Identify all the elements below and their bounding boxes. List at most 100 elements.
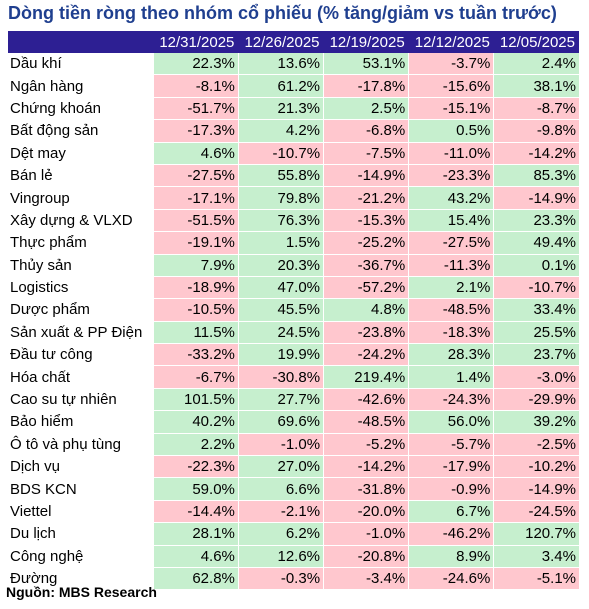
value-cell: 28.3% bbox=[408, 343, 494, 367]
value-cell: 0.1% bbox=[493, 254, 579, 277]
header-row: 12/31/2025 12/26/2025 12/19/2025 12/12/2… bbox=[8, 31, 579, 53]
value-cell: -9.8% bbox=[493, 119, 579, 143]
value-cell: 1.4% bbox=[408, 365, 494, 389]
value-cell: -14.9% bbox=[493, 477, 579, 501]
row-label: Đường bbox=[10, 570, 58, 588]
value-cell: 4.6% bbox=[152, 142, 239, 165]
value-cell: 3.4% bbox=[493, 545, 579, 568]
value-cell: -31.8% bbox=[323, 477, 409, 501]
value-cell: -6.7% bbox=[152, 365, 239, 389]
value-cell: -17.3% bbox=[152, 119, 239, 143]
value-cell: -1.0% bbox=[323, 522, 409, 546]
row-label: Vingroup bbox=[10, 189, 70, 207]
value-cell: -10.7% bbox=[237, 142, 324, 165]
value-cell: -1.0% bbox=[237, 433, 324, 457]
table-row: Thủy sản 7.9% 20.3% -36.7% -11.3% 0.1% bbox=[8, 254, 579, 277]
row-label: Dịch vụ bbox=[10, 458, 61, 476]
value-cell: 85.3% bbox=[493, 164, 579, 188]
value-cell: -15.3% bbox=[323, 209, 409, 233]
value-cell: 23.3% bbox=[493, 209, 579, 233]
value-cell: 79.8% bbox=[237, 186, 324, 210]
value-cell: -10.2% bbox=[493, 455, 579, 479]
value-cell: 0.5% bbox=[408, 119, 494, 143]
value-cell: -19.1% bbox=[152, 231, 239, 255]
value-cell: -5.1% bbox=[493, 567, 579, 591]
value-cell: -23.3% bbox=[408, 164, 494, 188]
value-cell: 2.1% bbox=[408, 276, 494, 300]
value-cell: 120.7% bbox=[493, 522, 579, 546]
value-cell: 33.4% bbox=[493, 298, 579, 322]
row-label: Dược phẩm bbox=[10, 301, 90, 319]
row-label: Logistics bbox=[10, 279, 69, 297]
value-cell: 39.2% bbox=[493, 410, 579, 434]
value-cell: -14.9% bbox=[323, 164, 409, 188]
column-header: 12/19/2025 bbox=[323, 31, 409, 53]
value-cell: -24.5% bbox=[493, 500, 579, 524]
value-cell: 47.0% bbox=[237, 276, 324, 300]
value-cell: -7.5% bbox=[323, 142, 409, 165]
row-label: Du lịch bbox=[10, 525, 56, 543]
value-cell: -30.8% bbox=[237, 365, 324, 389]
value-cell: 4.2% bbox=[237, 119, 324, 143]
row-label: Thủy sản bbox=[10, 256, 72, 274]
value-cell: -6.8% bbox=[323, 119, 409, 143]
table-row: Logistics -18.9% 47.0% -57.2% 2.1% -10.7% bbox=[8, 276, 579, 300]
value-cell: 6.7% bbox=[408, 500, 494, 524]
value-cell: 23.7% bbox=[493, 343, 579, 367]
value-cell: -20.8% bbox=[323, 545, 409, 568]
value-cell: -36.7% bbox=[323, 254, 409, 277]
value-cell: 53.1% bbox=[323, 53, 409, 76]
value-cell: -15.6% bbox=[408, 74, 494, 98]
value-cell: 2.5% bbox=[323, 97, 409, 121]
value-cell: -42.6% bbox=[323, 388, 409, 412]
value-cell: -18.3% bbox=[408, 321, 494, 345]
row-label: Bảo hiểm bbox=[10, 413, 74, 431]
row-label: Đầu tư công bbox=[10, 346, 93, 364]
value-cell: 6.2% bbox=[237, 522, 324, 546]
table-row: Ngân hàng -8.1% 61.2% -17.8% -15.6% 38.1% bbox=[8, 74, 579, 98]
column-header: 12/26/2025 bbox=[238, 31, 324, 53]
table-row: Cao su tự nhiên 101.5% 27.7% -42.6% -24.3% -2… bbox=[8, 388, 579, 412]
value-cell: -14.2% bbox=[493, 142, 579, 165]
value-cell: 21.3% bbox=[237, 97, 324, 121]
row-label: Viettel bbox=[10, 503, 52, 520]
value-cell: 28.1% bbox=[152, 522, 239, 546]
value-cell: -3.0% bbox=[493, 365, 579, 389]
row-label: Công nghệ bbox=[10, 547, 84, 565]
value-cell: -48.5% bbox=[323, 410, 409, 434]
value-cell: 43.2% bbox=[408, 186, 494, 210]
net-flow-table: 12/31/2025 12/26/2025 12/19/2025 12/12/2… bbox=[8, 31, 579, 591]
value-cell: -0.9% bbox=[408, 477, 494, 501]
value-cell: -14.4% bbox=[152, 500, 239, 524]
value-cell: 45.5% bbox=[237, 298, 324, 322]
chart-title: Dòng tiền ròng theo nhóm cổ phiếu (% tăn… bbox=[8, 3, 557, 23]
value-cell: 2.2% bbox=[152, 433, 239, 457]
value-cell: 101.5% bbox=[152, 388, 239, 412]
value-cell: -2.5% bbox=[493, 433, 579, 457]
value-cell: 19.9% bbox=[237, 343, 324, 367]
value-cell: 56.0% bbox=[408, 410, 494, 434]
value-cell: -5.2% bbox=[323, 433, 409, 457]
value-cell: -18.9% bbox=[152, 276, 239, 300]
row-label: Bất động sản bbox=[10, 122, 99, 140]
value-cell: -57.2% bbox=[323, 276, 409, 300]
table-row: Công nghệ 4.6% 12.6% -20.8% 8.9% 3.4% bbox=[8, 545, 579, 568]
value-cell: -24.3% bbox=[408, 388, 494, 412]
source-note: Nguồn: MBS Research bbox=[6, 584, 157, 600]
table-body: Dầu khí 22.3% 13.6% 53.1% -3.7% 2.4% Ngân hàng… bbox=[8, 53, 579, 591]
value-cell: -27.5% bbox=[408, 231, 494, 255]
value-cell: -3.7% bbox=[408, 53, 494, 76]
table-row: Sản xuất & PP Điện 11.5% 24.5% -23.8% -18.3%… bbox=[8, 321, 579, 345]
table-row: Chứng khoán -51.7% 21.3% 2.5% -15.1% -8.7% bbox=[8, 97, 579, 121]
value-cell: 4.6% bbox=[152, 545, 239, 568]
value-cell: -48.5% bbox=[408, 298, 494, 322]
value-cell: -24.2% bbox=[323, 343, 409, 367]
value-cell: 8.9% bbox=[408, 545, 494, 568]
value-cell: 2.4% bbox=[493, 53, 579, 76]
value-cell: -11.0% bbox=[408, 142, 494, 165]
value-cell: 6.6% bbox=[237, 477, 324, 501]
value-cell: -2.1% bbox=[237, 500, 324, 524]
value-cell: 20.3% bbox=[237, 254, 324, 277]
value-cell: -24.6% bbox=[408, 567, 494, 591]
value-cell: -23.8% bbox=[323, 321, 409, 345]
